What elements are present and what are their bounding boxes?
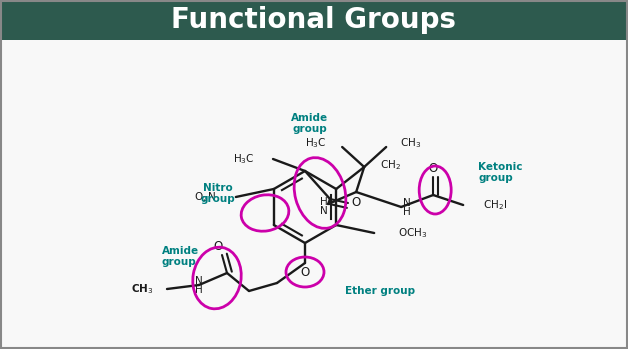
Text: H: H: [320, 197, 328, 207]
Text: Amide: Amide: [162, 246, 199, 256]
FancyBboxPatch shape: [0, 0, 628, 40]
Text: Amide: Amide: [291, 113, 328, 123]
Text: CH$_2$I: CH$_2$I: [483, 198, 507, 212]
Text: H: H: [403, 207, 411, 217]
Text: group: group: [200, 194, 236, 204]
Text: H$_3$C: H$_3$C: [234, 152, 255, 166]
Text: CH$_2$: CH$_2$: [380, 158, 401, 172]
Text: N: N: [403, 198, 411, 208]
Text: O$_2$N: O$_2$N: [194, 190, 216, 204]
Text: Ketonic: Ketonic: [478, 162, 522, 172]
Text: H$_3$C: H$_3$C: [305, 136, 326, 150]
Text: O: O: [428, 163, 438, 176]
Text: CH$_3$: CH$_3$: [400, 136, 421, 150]
Text: O: O: [300, 266, 310, 279]
Text: Functional Groups: Functional Groups: [171, 6, 457, 34]
Text: N: N: [195, 276, 203, 286]
Text: H: H: [195, 285, 203, 295]
Text: Nitro: Nitro: [203, 183, 233, 193]
Text: group: group: [162, 257, 197, 267]
Text: O: O: [214, 240, 222, 253]
Text: N: N: [320, 206, 328, 216]
Text: CH$_3$: CH$_3$: [131, 282, 153, 296]
Text: Ether group: Ether group: [345, 286, 415, 296]
Text: O: O: [352, 196, 360, 209]
Text: group: group: [478, 173, 513, 183]
Text: OCH$_3$: OCH$_3$: [398, 226, 428, 240]
Text: group: group: [293, 124, 327, 134]
